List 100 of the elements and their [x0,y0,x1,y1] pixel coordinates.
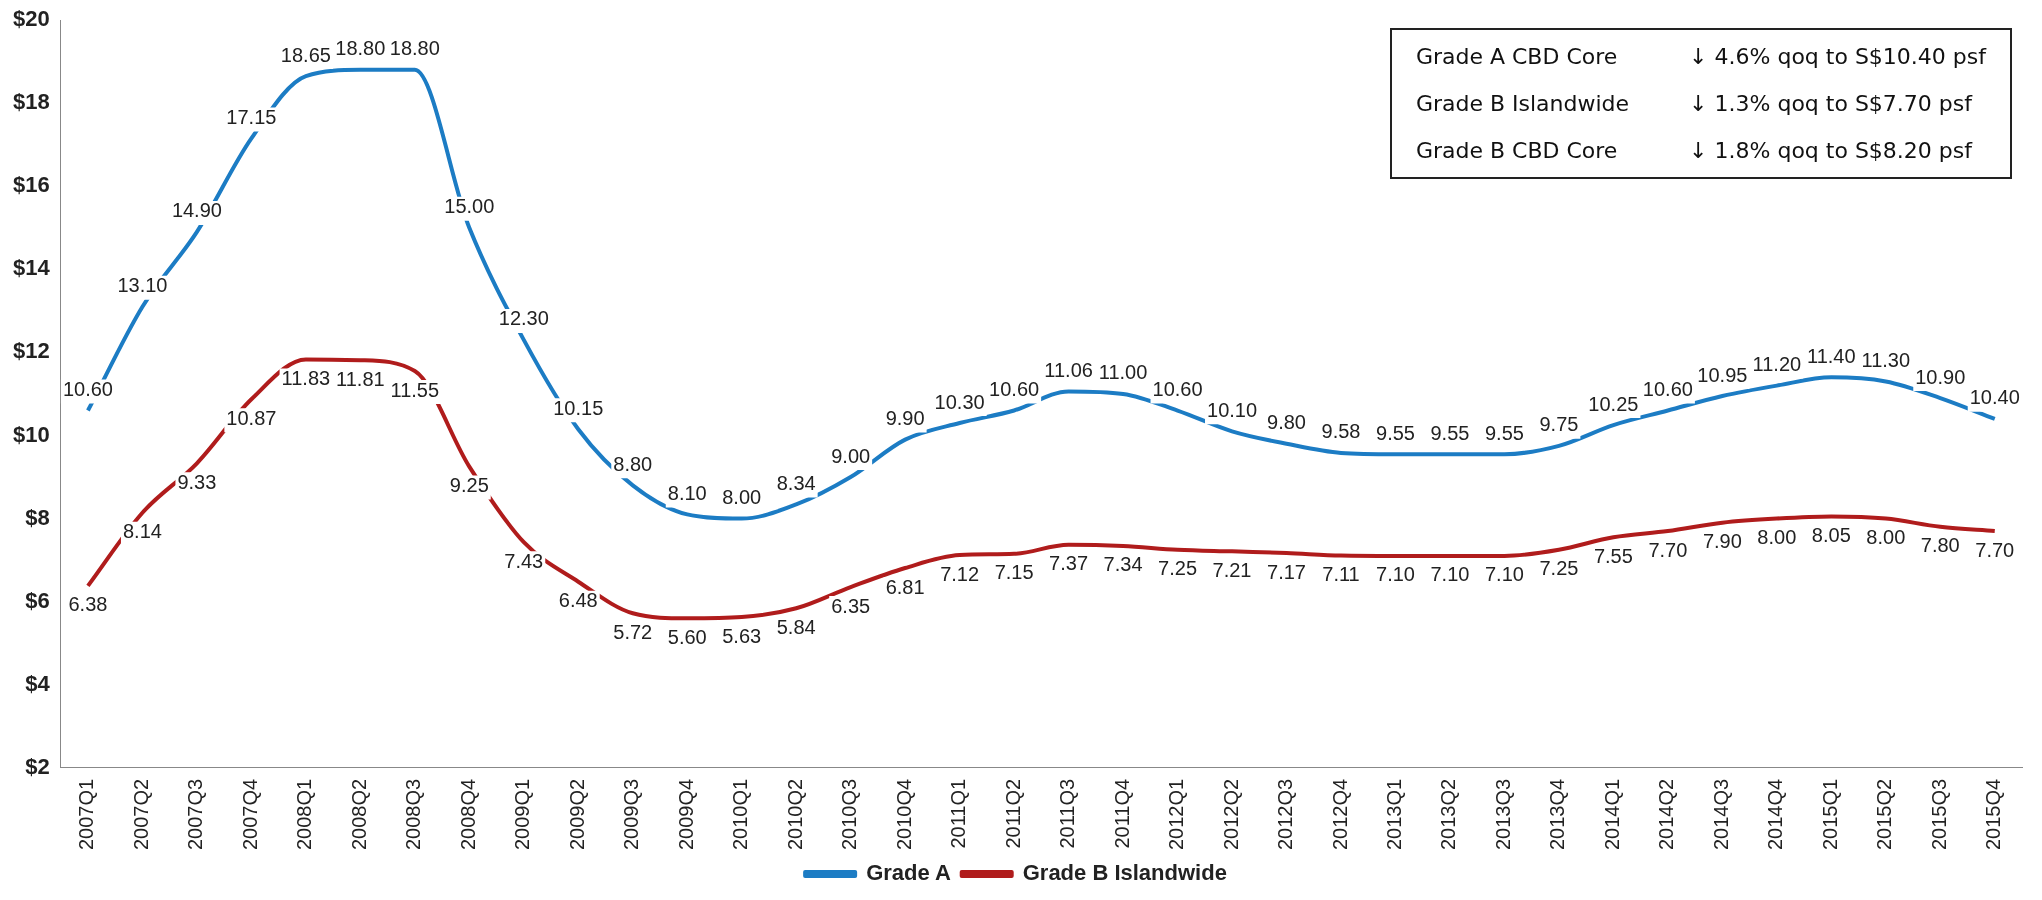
data-label: 9.33 [177,470,217,493]
data-label: 10.25 [1588,392,1639,415]
x-tick-label: 2009Q1 [511,778,534,850]
data-label: 9.55 [1376,421,1415,444]
data-label: 11.20 [1752,353,1802,376]
data-label: 6.48 [558,589,598,612]
data-label: 11.55 [390,378,440,401]
annotation: ↓ 1.3% qoq to S$7.70 psf [1689,91,1974,116]
data-label: 7.17 [1267,560,1306,583]
data-label: 7.34 [1103,553,1143,576]
data-label: 10.95 [1697,363,1748,386]
y-tick-label: $12 [12,338,50,364]
data-label: 7.21 [1212,558,1252,581]
x-tick-label: 2015Q1 [1818,778,1841,850]
annotation: Grade B Islandwide [1415,91,1630,116]
x-tick-label: 2011Q2 [1001,778,1024,849]
x-tick-label: 2014Q4 [1764,778,1787,850]
x-tick-label: 2009Q2 [565,778,588,850]
x-tick-label: 2011Q1 [947,778,970,849]
x-tick-label: 2010Q1 [729,778,752,850]
data-label: 8.34 [776,471,816,494]
data-label: 7.15 [994,561,1034,584]
data-label: 12.30 [498,307,549,330]
data-label: 7.10 [1376,563,1415,586]
data-label: 10.90 [1915,365,1966,388]
data-label: 7.43 [504,549,544,572]
x-tick-label: 2015Q3 [1927,778,1950,850]
x-tick-label: 2010Q2 [783,778,806,850]
x-tick-label: 2007Q4 [238,778,261,850]
data-label: 9.75 [1539,413,1579,436]
x-tick-label: 2009Q4 [674,778,697,850]
x-tick-label: 2012Q1 [1165,778,1188,850]
data-label: 10.60 [62,378,113,401]
data-label: 11.06 [1044,358,1093,381]
x-tick-label: 2014Q3 [1709,778,1732,850]
data-label: 8.80 [613,452,653,475]
data-label: 8.00 [722,486,762,509]
data-label: 6.38 [68,593,108,616]
data-label: 7.12 [940,562,980,585]
data-label: 8.00 [1866,526,1906,549]
x-tick-label: 2008Q2 [347,778,370,850]
data-label: 10.15 [553,396,604,419]
data-label: 8.05 [1811,523,1851,546]
x-tick-label: 2007Q3 [184,778,207,850]
data-label: 10.40 [1969,386,2020,409]
data-label: 9.55 [1430,421,1470,444]
data-label: 10.60 [1642,378,1693,401]
data-label: 10.30 [934,390,985,413]
x-tick-label: 2009Q3 [620,778,643,850]
x-tick-label: 2011Q3 [1056,778,1079,849]
x-tick-label: 2013Q4 [1546,778,1569,850]
data-label: 9.80 [1267,411,1306,434]
data-label: 9.25 [449,474,489,497]
data-label: 11.40 [1807,344,1856,367]
x-tick-label: 2012Q3 [1274,778,1297,850]
data-label: 7.70 [1975,538,2015,561]
data-label: 5.60 [667,625,707,648]
x-tick-label: 2014Q1 [1600,778,1623,850]
data-label: 18.65 [280,43,331,66]
data-label: 8.00 [1757,526,1797,549]
data-label: 11.83 [281,366,331,389]
data-label: 8.10 [667,481,707,504]
data-label: 15.00 [444,195,495,218]
x-tick-label: 2007Q1 [75,778,98,850]
x-tick-label: 2012Q4 [1328,778,1351,850]
data-label: 8.14 [122,520,162,543]
x-tick-label: 2008Q4 [456,778,479,850]
data-label: 5.84 [776,615,816,638]
y-tick-label: $10 [12,421,50,447]
data-label: 7.55 [1593,544,1633,567]
y-tick-label: $6 [25,587,50,613]
annotation: ↓ 4.6% qoq to S$10.40 psf [1689,44,1986,69]
data-label: 7.25 [1158,557,1198,580]
data-label: 11.81 [336,367,385,390]
x-tick-label: 2013Q1 [1382,778,1405,850]
data-label: 7.70 [1648,538,1688,561]
x-tick-label: 2011Q4 [1110,778,1133,849]
data-label: 6.81 [885,575,925,598]
y-tick-label: $16 [12,172,50,198]
data-label: 10.87 [226,406,277,429]
data-label: 7.11 [1322,563,1360,586]
y-tick-label: $4 [25,670,51,696]
y-tick-label: $20 [12,6,50,32]
x-tick-label: 2008Q3 [402,778,425,850]
x-tick-label: 2014Q2 [1655,778,1678,850]
legend-label: Grade B Islandwide [1022,860,1227,886]
data-label: 11.00 [1098,361,1148,384]
data-label: 7.90 [1702,530,1742,553]
data-label: 11.30 [1861,348,1911,371]
data-label: 13.10 [117,274,168,297]
data-label: 7.10 [1430,563,1470,586]
data-label: 9.00 [831,444,871,467]
x-tick-label: 2013Q2 [1437,778,1460,850]
data-label: 5.72 [613,620,653,643]
data-label: 17.15 [226,105,277,128]
data-label: 5.63 [722,624,762,647]
y-tick-label: $2 [25,753,50,779]
data-label: 10.60 [1152,378,1203,401]
data-label: 14.90 [171,199,222,222]
annotation: ↓ 1.8% qoq to S$8.20 psf [1689,138,1974,163]
